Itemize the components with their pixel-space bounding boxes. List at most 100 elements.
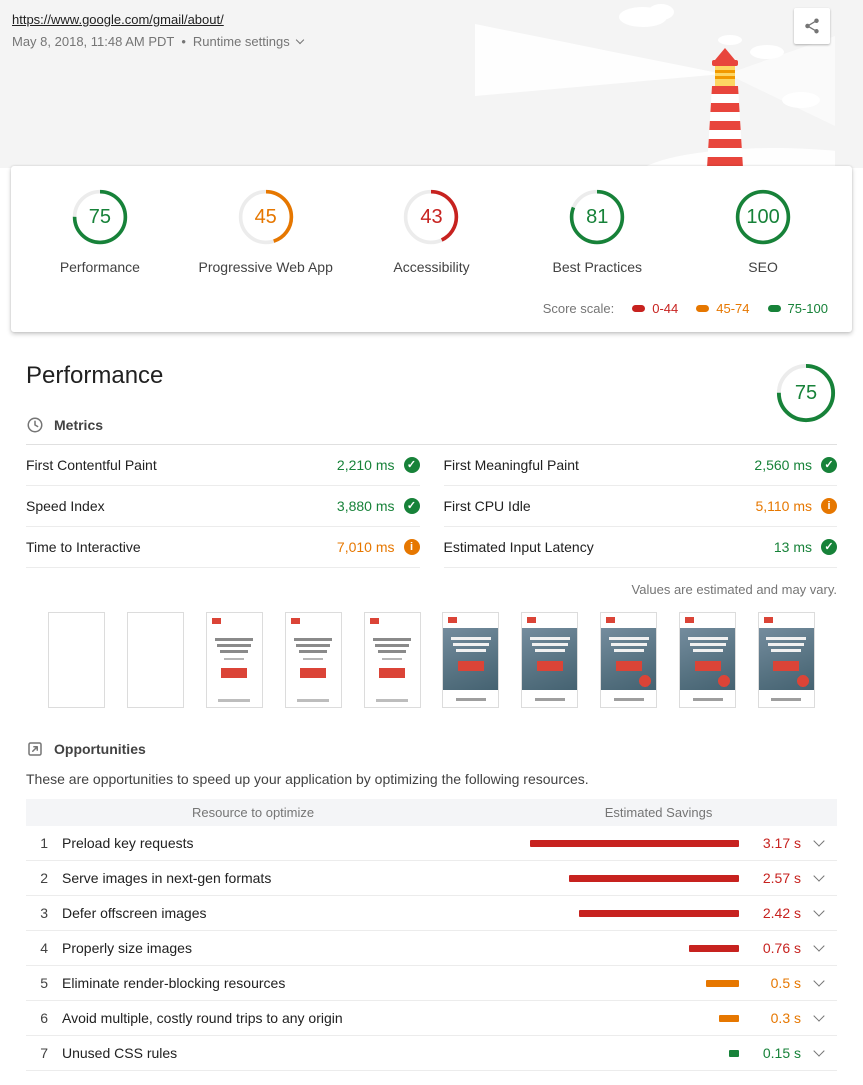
savings-value: 0.15 s	[762, 1045, 801, 1061]
opportunity-row[interactable]: 6 Avoid multiple, costly round trips to …	[26, 1001, 837, 1036]
clock-icon	[27, 417, 43, 433]
metrics-grid: First Contentful Paint 2,210 ms ✓ First …	[26, 445, 837, 568]
column-savings: Estimated Savings	[604, 805, 713, 820]
score-gauge: 43	[402, 188, 460, 246]
metric-value: 2,210 ms	[336, 457, 395, 473]
category-score-accessibility[interactable]: 43 Accessibility	[349, 188, 515, 275]
runtime-settings-toggle[interactable]: Runtime settings	[193, 34, 304, 49]
score-scale: Score scale: 0-44 45-74 75-100	[11, 275, 852, 332]
score-value: 45	[254, 205, 277, 228]
opportunity-label: Unused CSS rules	[62, 1045, 178, 1061]
score-range-average: 45-74	[696, 301, 750, 316]
share-button[interactable]	[794, 8, 830, 44]
opportunity-row[interactable]: 4 Properly size images 0.76 s	[26, 931, 837, 966]
chevron-down-icon[interactable]	[801, 940, 837, 952]
metric-value: 13 ms	[773, 539, 812, 555]
row-index: 1	[40, 835, 48, 851]
filmstrip-frame	[363, 612, 421, 708]
chevron-down-icon	[295, 35, 304, 44]
range-label: 0-44	[652, 301, 679, 316]
performance-section-header: Performance 75	[26, 362, 837, 423]
score-value: 81	[586, 205, 609, 228]
metric-row: First CPU Idle 5,110 ms i	[443, 486, 837, 527]
opportunity-row[interactable]: 5 Eliminate render-blocking resources 0.…	[26, 966, 837, 1001]
metric-row: Time to Interactive 7,010 ms i	[26, 527, 420, 568]
savings-bar	[729, 1049, 739, 1057]
chevron-down-icon[interactable]	[801, 1045, 837, 1057]
chevron-down-icon[interactable]	[801, 1010, 837, 1022]
savings-bar	[706, 979, 739, 987]
range-dot-icon	[767, 305, 781, 312]
column-resource: Resource to optimize	[192, 805, 315, 820]
range-label: 75-100	[787, 301, 828, 316]
report-url-link[interactable]: https://www.google.com/gmail/about/	[12, 12, 224, 27]
score-value: 75	[88, 205, 112, 228]
savings-value: 0.3 s	[770, 1010, 801, 1026]
savings-bar	[569, 874, 739, 882]
savings-bar	[579, 909, 739, 917]
opportunity-row[interactable]: 7 Unused CSS rules 0.15 s	[26, 1036, 837, 1071]
filmstrip-frame	[679, 612, 736, 708]
range-dot-icon	[632, 305, 646, 312]
opportunity-row[interactable]: 2 Serve images in next-gen formats 2.57 …	[26, 861, 837, 896]
score-summary-card: 75 Performance 45 Progressive Web App 43…	[11, 166, 852, 332]
performance-score-gauge: 75	[775, 362, 837, 424]
category-label: Best Practices	[552, 259, 643, 275]
filmstrip-frame	[442, 612, 500, 708]
metric-label: Estimated Input Latency	[443, 539, 594, 555]
opportunity-label: Avoid multiple, costly round trips to an…	[62, 1010, 343, 1026]
metric-status-icon: ✓	[403, 498, 420, 514]
opportunity-label: Serve images in next-gen formats	[62, 870, 272, 886]
score-value: 100	[746, 205, 780, 228]
row-index: 6	[40, 1010, 48, 1026]
category-score-best-practices[interactable]: 81 Best Practices	[514, 188, 680, 275]
chevron-down-icon[interactable]	[801, 905, 837, 917]
filmstrip-frame	[48, 612, 105, 708]
filmstrip-frame	[521, 612, 579, 708]
metric-label: Time to Interactive	[26, 539, 141, 555]
category-label: Progressive Web App	[198, 259, 333, 275]
opportunity-label: Eliminate render-blocking resources	[62, 975, 286, 991]
savings-value: 2.42 s	[762, 905, 801, 921]
score-range-fail: 0-44	[632, 301, 678, 316]
filmstrip	[26, 612, 837, 708]
chevron-down-icon[interactable]	[801, 975, 837, 987]
opportunity-row[interactable]: 1 Preload key requests 3.17 s	[26, 826, 837, 861]
metric-label: First Contentful Paint	[26, 457, 157, 473]
report-body: Performance 75 Metrics First Contentful …	[0, 362, 863, 1085]
metric-row: First Meaningful Paint 2,560 ms ✓	[443, 445, 837, 486]
score-value: 75	[794, 381, 818, 404]
separator-dot: •	[181, 34, 186, 49]
chevron-down-icon[interactable]	[801, 870, 837, 882]
metric-row: First Contentful Paint 2,210 ms ✓	[26, 445, 420, 486]
metric-label: First CPU Idle	[443, 498, 531, 514]
category-score-performance[interactable]: 75 Performance	[17, 188, 183, 275]
chevron-down-icon[interactable]	[801, 835, 837, 847]
score-value: 43	[420, 205, 443, 228]
row-index: 5	[40, 975, 48, 991]
score-gauge: 100	[734, 188, 792, 246]
opportunities-title: Opportunities	[54, 741, 146, 757]
metric-status-icon: ✓	[821, 457, 837, 473]
savings-value: 0.5 s	[770, 975, 801, 991]
filmstrip-frame	[600, 612, 658, 708]
row-index: 4	[40, 940, 48, 956]
report-meta: https://www.google.com/gmail/about/ May …	[12, 12, 304, 49]
opportunity-label: Defer offscreen images	[62, 905, 207, 921]
lighthouse-illustration	[475, 4, 835, 168]
range-dot-icon	[696, 305, 710, 312]
report-date: May 8, 2018, 11:48 AM PDT	[12, 34, 175, 49]
range-label: 45-74	[716, 301, 750, 316]
category-label: Accessibility	[393, 259, 470, 275]
filmstrip-frame	[205, 612, 263, 708]
score-gauge: 45	[237, 188, 295, 246]
savings-bar	[530, 839, 739, 847]
score-range-pass: 75-100	[767, 301, 828, 316]
category-score-seo[interactable]: 100 SEO	[680, 188, 846, 275]
category-score-pwa[interactable]: 45 Progressive Web App	[183, 188, 349, 275]
savings-value: 0.76 s	[762, 940, 801, 956]
savings-value: 2.57 s	[762, 870, 801, 886]
opportunities-icon	[28, 742, 42, 756]
opportunity-row[interactable]: 3 Defer offscreen images 2.42 s	[26, 896, 837, 931]
